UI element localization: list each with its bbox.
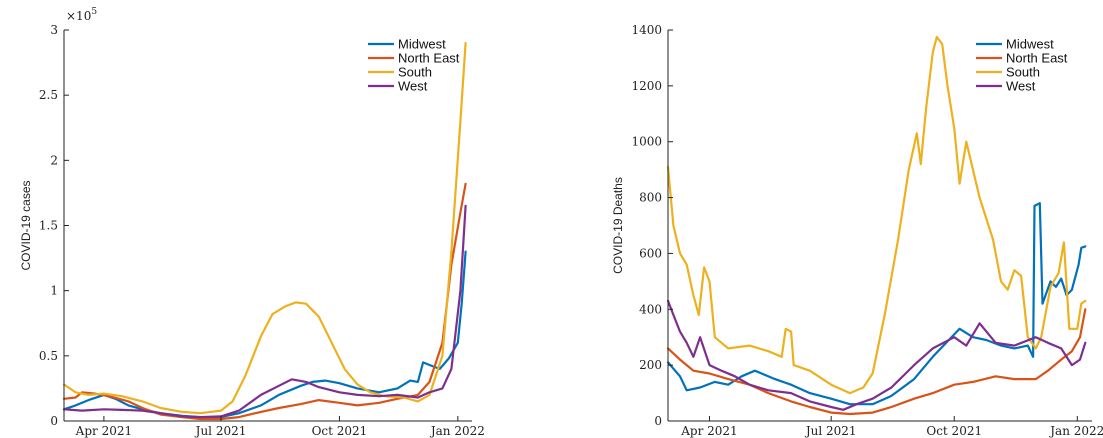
legend-label: North East (1006, 51, 1068, 66)
y-tick-label: 200 (639, 358, 662, 372)
x-tick-label: Jan 2022 (429, 424, 485, 438)
y-tick-label: 0 (50, 414, 58, 428)
x-tick-label: Jul 2021 (804, 424, 857, 438)
y-tick-label: 1 (50, 284, 58, 298)
y-axis-label: COVID-19 Deaths (611, 177, 625, 274)
chart-panel-2: 0 200 400 600 800 1000 1200 1400 Apr 2021 Jul 202… (611, 23, 1103, 438)
series-line-midwest (62, 250, 467, 419)
series-line-north-east (62, 182, 467, 421)
x-tick-label: Apr 2021 (680, 424, 737, 438)
y-tick-label: 800 (639, 191, 662, 205)
y-axis-exponent: ×105 (66, 7, 97, 23)
legend-label: South (398, 65, 432, 80)
y-tick-label: 2.5 (39, 88, 58, 102)
legend-label: West (1006, 79, 1036, 94)
y-axis-exponent-power: 5 (91, 7, 97, 17)
series-line-south (666, 35, 1087, 395)
y-tick-label: 1400 (631, 23, 662, 37)
series-line-south (62, 41, 467, 415)
y-tick-label: 1000 (631, 135, 662, 149)
legend-label: Midwest (1006, 37, 1054, 52)
y-tick-label: 3 (50, 23, 58, 37)
x-tick-label: Jan 2022 (1048, 424, 1103, 438)
series-line-north-east (666, 308, 1087, 416)
x-tick-label: Apr 2021 (75, 424, 132, 438)
x-tick-label: Oct 2021 (312, 424, 368, 438)
legend-label: West (398, 79, 428, 94)
legend-label: North East (398, 51, 460, 66)
y-tick-label: 2 (50, 153, 58, 167)
series-line-west (666, 299, 1087, 411)
y-tick-label: 1200 (631, 79, 662, 93)
x-tick-label: Jul 2021 (194, 424, 247, 438)
legend-label: Midwest (398, 37, 446, 52)
y-tick-label: 400 (639, 302, 662, 316)
chart-panel-1: 0 0.5 1 1.5 2 2.5 3 Apr 2021 Jul 2021 Oct 2021 Jan… (19, 7, 485, 438)
legend-label: South (1006, 65, 1040, 80)
series-line-west (62, 204, 467, 419)
y-tick-label: 600 (639, 246, 662, 260)
y-axis-label: COVID-19 cases (19, 180, 33, 270)
y-tick-label: 0 (654, 414, 662, 428)
y-tick-label: 0.5 (39, 349, 58, 363)
y-tick-label: 1.5 (39, 219, 58, 233)
x-tick-label: Oct 2021 (926, 424, 982, 438)
